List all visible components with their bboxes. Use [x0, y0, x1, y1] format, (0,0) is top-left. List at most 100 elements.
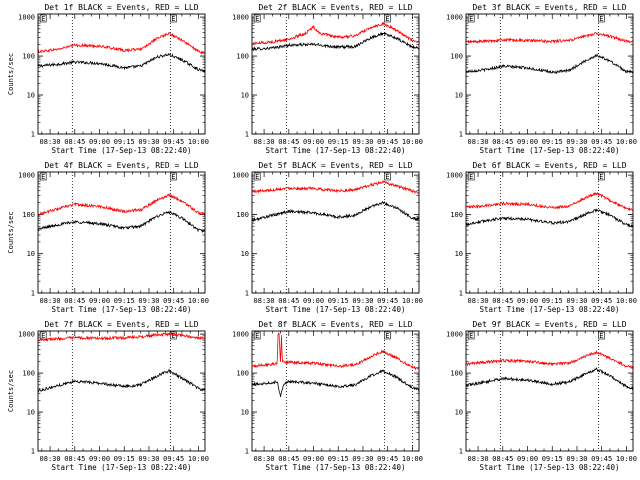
- flag-label: E: [599, 15, 603, 23]
- y-tick-label: 100: [450, 53, 463, 61]
- x-tick-label: 09:15: [114, 455, 135, 463]
- y-tick-label: 100: [22, 53, 35, 61]
- y-axis-label: Counts/sec: [7, 211, 15, 253]
- y-tick-label: 1000: [446, 331, 463, 339]
- chart-title: Det 3f BLACK = Events, RED = LLD: [472, 3, 626, 12]
- flag-box: [384, 172, 391, 181]
- y-tick-label: 1: [459, 290, 463, 298]
- x-tick-label: 09:15: [542, 138, 563, 146]
- x-tick-label: 09:30: [138, 297, 159, 305]
- events-series-line: [37, 368, 206, 393]
- flag-label: E: [469, 173, 473, 181]
- flag-box: [39, 172, 47, 181]
- events-series-line: [37, 210, 206, 233]
- x-axis-label: Start Time (17-Sep-13 08:22:40): [52, 305, 192, 314]
- y-tick-label: 1: [245, 131, 249, 139]
- x-tick-label: 08:45: [64, 138, 85, 146]
- x-tick-label: 09:15: [114, 138, 135, 146]
- x-tick-label: 09:45: [591, 297, 612, 305]
- y-tick-label: 100: [236, 53, 249, 61]
- y-tick-label: 100: [450, 211, 463, 219]
- x-tick-label: 09:15: [328, 138, 349, 146]
- lld-series-line: [251, 21, 420, 46]
- x-axis-label: Start Time (17-Sep-13 08:22:40): [266, 146, 406, 155]
- plot-frame: [251, 171, 420, 294]
- y-tick-label: 1000: [232, 331, 249, 339]
- x-tick-label: 09:00: [89, 138, 110, 146]
- x-tick-label: 08:30: [40, 455, 61, 463]
- x-tick-label: 09:30: [566, 138, 587, 146]
- flag-label: E: [41, 173, 45, 181]
- x-tick-label: 09:45: [163, 138, 184, 146]
- flag-box: [253, 172, 261, 181]
- y-tick-label: 100: [450, 370, 463, 378]
- x-tick-label: 09:00: [89, 297, 110, 305]
- x-tick-label: 09:30: [566, 455, 587, 463]
- plot-frame: [465, 330, 634, 452]
- flag-label: E: [385, 15, 389, 23]
- x-tick-label: 10:00: [188, 455, 209, 463]
- flag-box: [598, 331, 605, 340]
- flag-box: [39, 14, 47, 23]
- y-tick-label: 1: [245, 448, 249, 456]
- flag-label: E: [171, 173, 175, 181]
- y-tick-label: 10: [27, 92, 35, 100]
- chart-title: Det 6f BLACK = Events, RED = LLD: [472, 161, 626, 170]
- y-tick-label: 10: [27, 409, 35, 417]
- flag-label: E: [255, 15, 259, 23]
- flag-box: [384, 14, 391, 23]
- x-tick-label: 10:00: [402, 138, 423, 146]
- x-tick-label: 08:45: [278, 297, 299, 305]
- flag-box: [170, 172, 177, 181]
- events-series-line: [465, 367, 634, 391]
- y-tick-label: 1: [31, 290, 35, 298]
- x-tick-label: 09:00: [303, 297, 324, 305]
- events-series-line: [465, 53, 634, 74]
- chart-panel: Det 9f BLACK = Events, RED = LLD Start Ti…: [446, 320, 637, 472]
- x-tick-label: 10:00: [402, 455, 423, 463]
- x-tick-label: 09:15: [114, 297, 135, 305]
- x-axis-label: Start Time (17-Sep-13 08:22:40): [480, 305, 620, 314]
- y-tick-label: 100: [236, 370, 249, 378]
- y-tick-label: 1000: [446, 14, 463, 22]
- x-tick-label: 08:45: [278, 138, 299, 146]
- flag-box: [253, 331, 261, 340]
- x-tick-label: 09:45: [377, 455, 398, 463]
- x-tick-label: 08:45: [492, 455, 513, 463]
- y-tick-label: 1: [459, 448, 463, 456]
- plot-frame: [37, 330, 206, 452]
- y-tick-label: 1000: [446, 172, 463, 180]
- flag-label: E: [255, 332, 259, 340]
- x-tick-label: 08:30: [468, 455, 489, 463]
- y-tick-label: 100: [22, 370, 35, 378]
- x-tick-label: 09:30: [138, 455, 159, 463]
- lld-series-line: [37, 331, 206, 342]
- plot-frame: [37, 171, 206, 294]
- chart-title: Det 7f BLACK = Events, RED = LLD: [44, 320, 198, 329]
- lld-series-line: [465, 349, 634, 369]
- y-tick-label: 1000: [18, 14, 35, 22]
- flag-label: E: [599, 332, 603, 340]
- flag-label: E: [171, 332, 175, 340]
- x-axis-label: Start Time (17-Sep-13 08:22:40): [52, 463, 192, 472]
- x-tick-label: 08:45: [64, 297, 85, 305]
- flag-label: E: [41, 15, 45, 23]
- x-tick-label: 09:15: [542, 297, 563, 305]
- x-tick-label: 09:00: [517, 138, 538, 146]
- x-tick-label: 08:45: [492, 297, 513, 305]
- lld-series-line: [37, 192, 206, 217]
- x-tick-label: 10:00: [616, 297, 637, 305]
- x-tick-label: 08:30: [254, 138, 275, 146]
- flag-label: E: [385, 173, 389, 181]
- y-tick-label: 1000: [232, 172, 249, 180]
- events-series-line: [465, 208, 634, 229]
- x-tick-label: 09:15: [542, 455, 563, 463]
- lld-series-line: [37, 31, 206, 55]
- y-tick-label: 10: [241, 92, 249, 100]
- x-tick-label: 08:30: [40, 297, 61, 305]
- x-tick-label: 09:00: [517, 297, 538, 305]
- x-tick-label: 10:00: [188, 297, 209, 305]
- flag-box: [384, 331, 391, 340]
- x-tick-label: 09:15: [328, 297, 349, 305]
- lld-series-line: [465, 192, 634, 212]
